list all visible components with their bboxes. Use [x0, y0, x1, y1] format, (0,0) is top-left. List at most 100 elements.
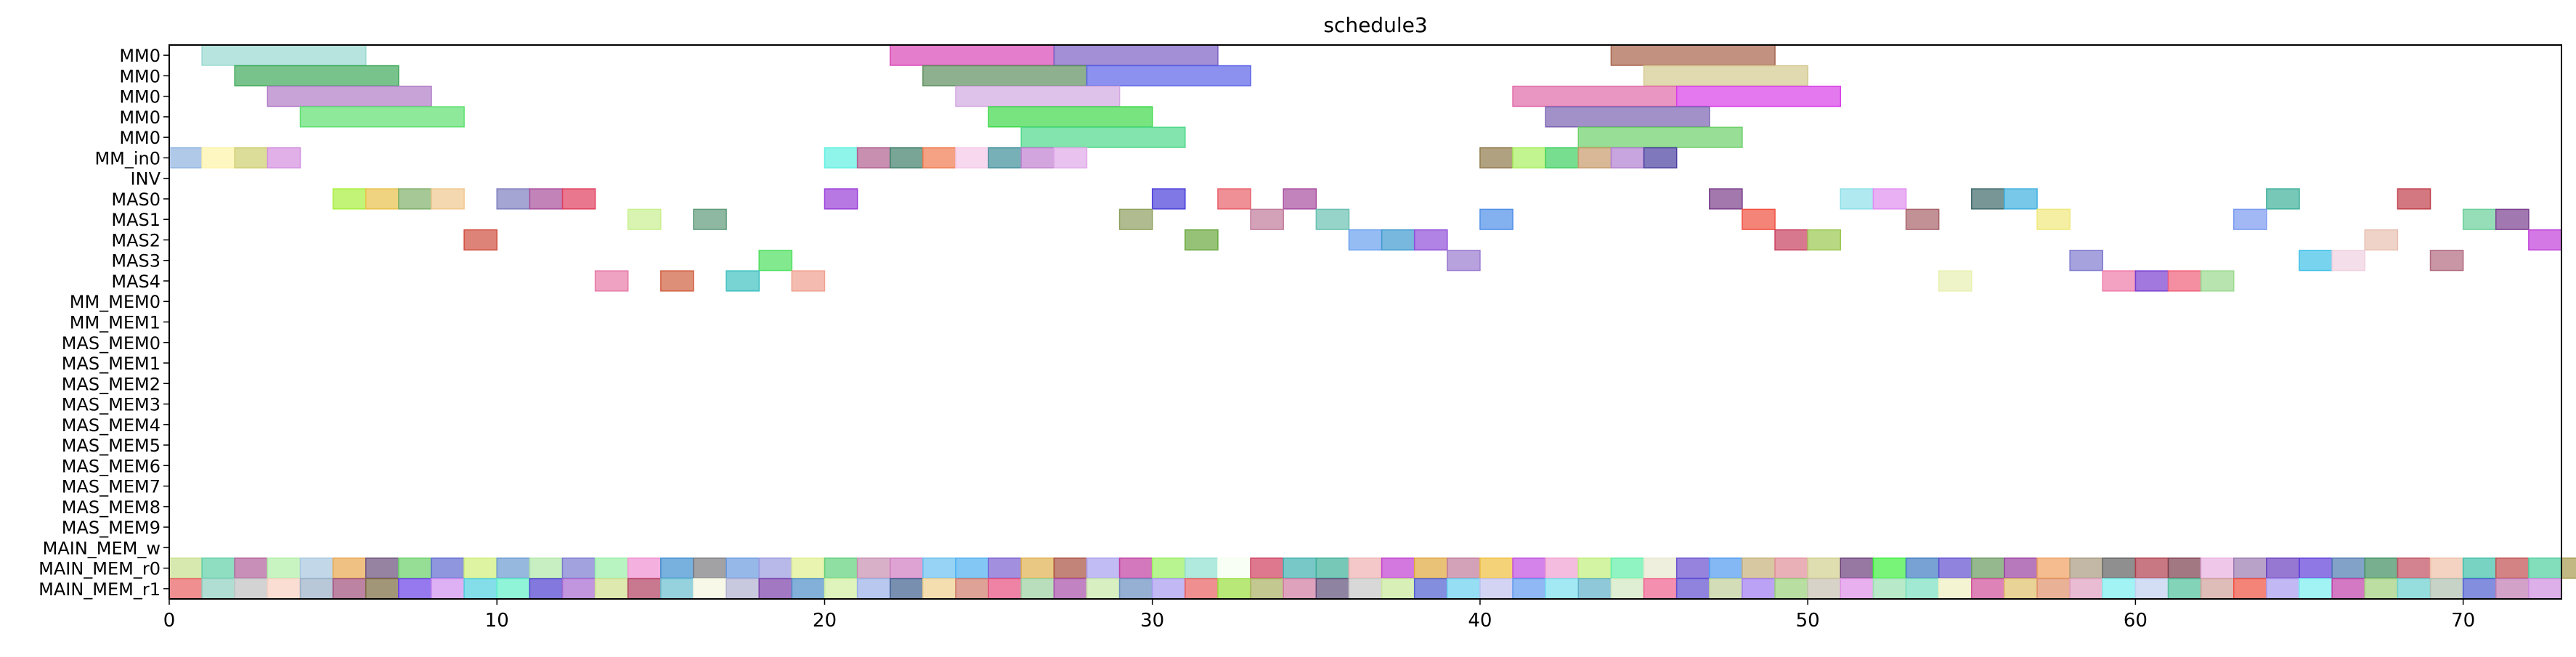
task-bar: [1151, 188, 1186, 210]
memory-slot-bar: [1151, 558, 1186, 579]
task-bar: [1053, 44, 1219, 66]
memory-slot-bar: [2495, 558, 2530, 579]
memory-slot-bar: [1479, 578, 1513, 600]
task-bar: [1577, 126, 1743, 148]
x-tick-label: 0: [163, 610, 176, 632]
memory-slot-bar: [2495, 578, 2530, 600]
memory-slot-bar: [693, 558, 727, 579]
task-bar: [1971, 188, 2005, 210]
memory-slot-bar: [365, 578, 399, 600]
y-tick-label: MAIN_MEM_r1: [38, 579, 161, 600]
memory-slot-bar: [594, 578, 629, 600]
memory-slot-bar: [1643, 558, 1678, 579]
memory-slot-bar: [234, 578, 269, 600]
task-bar: [463, 229, 497, 251]
y-tick-label: MM0: [119, 46, 161, 66]
task-bar: [824, 147, 858, 169]
task-bar: [1512, 147, 1546, 169]
memory-slot-bar: [561, 558, 596, 579]
task-bar: [1283, 188, 1317, 210]
memory-slot-bar: [1118, 558, 1153, 579]
task-bar: [365, 188, 399, 210]
task-bar: [201, 44, 367, 66]
task-bar: [1479, 208, 1513, 230]
memory-slot-bar: [988, 558, 1022, 579]
task-bar: [496, 188, 531, 210]
memory-slot-bar: [431, 578, 465, 600]
memory-slot-bar: [2397, 558, 2431, 579]
memory-slot-bar: [889, 558, 924, 579]
memory-slot-bar: [2069, 578, 2104, 600]
task-bar: [988, 106, 1153, 128]
memory-slot-bar: [1675, 578, 1710, 600]
memory-slot-bar: [922, 578, 956, 600]
task-bar: [2102, 270, 2137, 292]
memory-slot-bar: [856, 578, 891, 600]
memory-slot-bar: [2004, 558, 2038, 579]
task-bar: [1807, 229, 1842, 251]
y-tick-label: MAS2: [111, 230, 161, 250]
memory-slot-bar: [201, 558, 235, 579]
memory-slot-bar: [1577, 578, 1612, 600]
task-bar: [1315, 208, 1350, 230]
memory-slot-bar: [988, 578, 1022, 600]
memory-slot-bar: [1086, 558, 1121, 579]
y-tick-label: MM0: [119, 128, 161, 148]
task-bar: [1348, 229, 1383, 251]
task-bar: [299, 106, 465, 128]
task-bar: [955, 86, 1121, 107]
memory-slot-bar: [398, 578, 432, 600]
memory-slot-bar: [1675, 558, 1710, 579]
memory-slot-bar: [726, 558, 760, 579]
memory-slot-bar: [1185, 558, 1219, 579]
memory-slot-bar: [1512, 558, 1546, 579]
memory-slot-bar: [2266, 578, 2300, 600]
memory-slot-bar: [2102, 578, 2137, 600]
task-bar: [2528, 229, 2562, 251]
task-bar: [889, 147, 924, 169]
task-bar: [922, 147, 956, 169]
memory-slot-bar: [2134, 578, 2169, 600]
memory-slot-bar: [201, 578, 235, 600]
memory-slot-bar: [2069, 558, 2104, 579]
memory-slot-bar: [1053, 558, 1088, 579]
memory-slot-bar: [2004, 578, 2038, 600]
task-bar: [1610, 44, 1776, 66]
y-tick-label: MAS_MEM3: [62, 395, 161, 415]
memory-slot-bar: [1381, 578, 1415, 600]
memory-slot-bar: [2134, 558, 2169, 579]
y-tick-label: MM0: [119, 107, 161, 128]
memory-slot-bar: [1185, 578, 1219, 600]
task-bar: [2299, 250, 2333, 272]
memory-slot-bar: [1447, 578, 1481, 600]
task-bar: [889, 44, 1055, 66]
task-bar: [234, 147, 269, 169]
memory-slot-bar: [1283, 558, 1317, 579]
memory-slot-bar: [1872, 558, 1907, 579]
memory-slot-bar: [431, 558, 465, 579]
task-bar: [2495, 208, 2530, 230]
memory-slot-bar: [2528, 578, 2562, 600]
memory-slot-bar: [2167, 578, 2202, 600]
task-bar: [1413, 229, 1448, 251]
task-bar: [726, 270, 760, 292]
memory-slot-bar: [955, 558, 989, 579]
task-bar: [561, 188, 596, 210]
task-bar: [1905, 208, 1940, 230]
memory-slot-bar: [1610, 578, 1645, 600]
task-bar: [1217, 188, 1251, 210]
memory-slot-bar: [1872, 578, 1907, 600]
memory-slot-bar: [2561, 558, 2576, 579]
memory-slot-bar: [1381, 558, 1415, 579]
memory-slot-bar: [1283, 578, 1317, 600]
task-bar: [1643, 147, 1678, 169]
task-bar: [267, 147, 301, 169]
memory-slot-bar: [1840, 558, 1874, 579]
x-tick-label: 30: [1140, 610, 1164, 632]
memory-slot-bar: [529, 558, 564, 579]
task-bar: [2462, 208, 2497, 230]
memory-slot-bar: [2429, 558, 2464, 579]
task-bar: [2266, 188, 2300, 210]
memory-slot-bar: [1020, 558, 1055, 579]
memory-slot-bar: [791, 558, 826, 579]
